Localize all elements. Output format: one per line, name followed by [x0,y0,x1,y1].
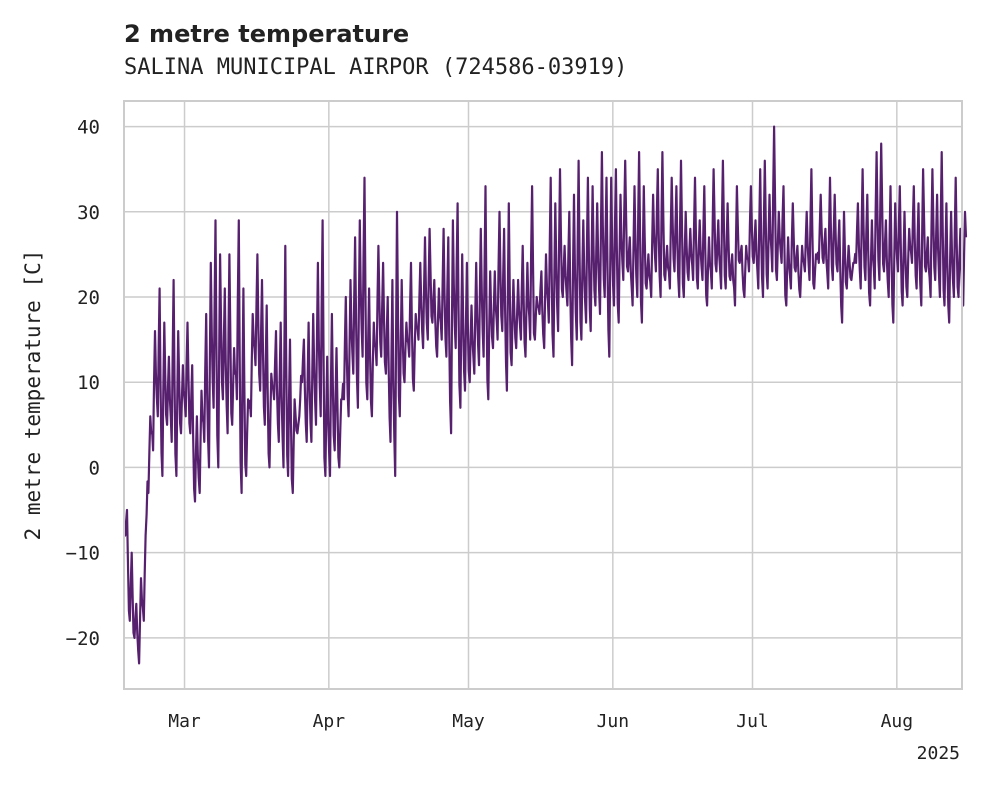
y-tick-label: 0 [89,457,100,479]
y-tick-label: 20 [77,287,100,309]
y-axis-ticks: −20 −10 0 10 20 30 40 [66,117,100,650]
y-tick-label: 30 [77,202,100,224]
x-tick-label: Apr [313,711,346,732]
grid [124,101,962,689]
x-tick-label: Mar [168,711,201,732]
y-tick-label: −10 [66,543,100,565]
x-axis-offset-label: 2025 [917,743,960,764]
x-axis-ticks: Mar Apr May Jun Jul Aug [168,711,913,732]
chart-title: 2 metre temperature [124,20,409,48]
y-tick-label: 40 [77,117,100,139]
plot-frame [123,100,963,690]
x-tick-label: Jul [736,711,769,732]
series-temperature [123,125,968,665]
x-tick-label: Jun [597,711,630,732]
y-axis-label: 2 metre temperature [C] [21,250,45,541]
temperature-line [123,125,968,665]
x-tick-label: Aug [881,711,914,732]
y-tick-label: 10 [77,372,100,394]
x-tick-label: May [452,711,485,732]
chart-subtitle: SALINA MUNICIPAL AIRPOR (724586-03919) [124,55,627,80]
y-tick-label: −20 [66,628,100,650]
